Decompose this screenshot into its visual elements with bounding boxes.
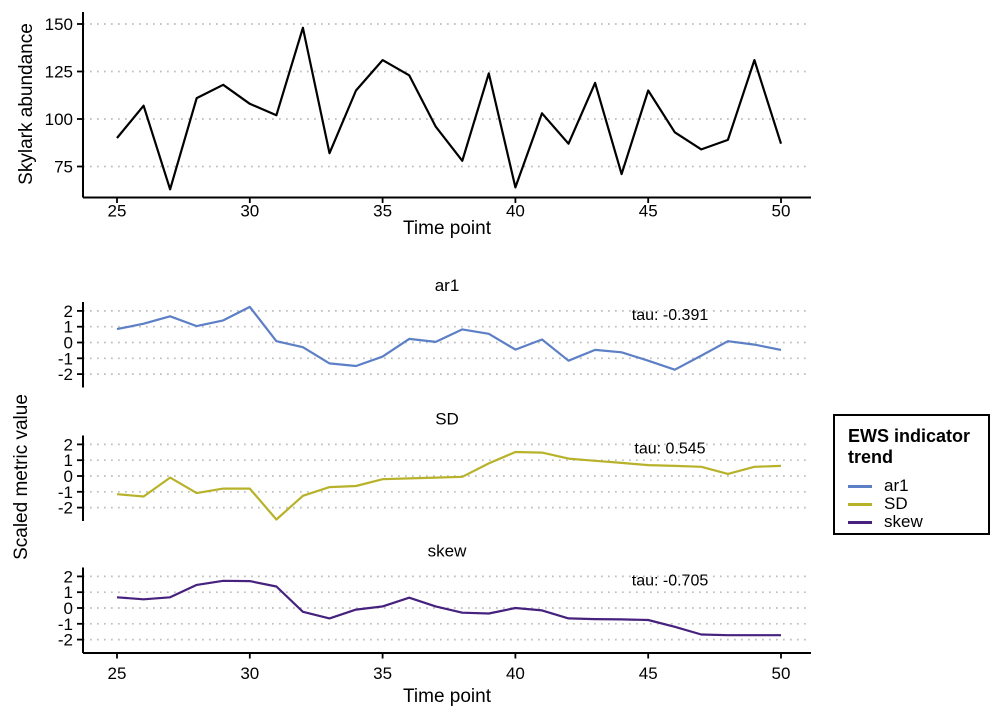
ar1-line — [116, 305, 782, 371]
SD-facet-title: SD — [435, 410, 459, 429]
legend-item-SD: SD — [848, 495, 988, 513]
legend-items: ar1 SD skew — [848, 477, 988, 531]
legend-swatch-ar1 — [848, 484, 872, 488]
legend-item-ar1: ar1 — [848, 477, 988, 495]
y-tick-label: -2 — [58, 365, 73, 384]
y-tick-label: -2 — [58, 631, 73, 650]
legend-label: skew — [884, 512, 923, 531]
y-tick-label: -1 — [58, 615, 73, 634]
y-tick-label: 0 — [64, 467, 73, 486]
y-tick-label: 1 — [64, 318, 73, 337]
x-tick-label: 35 — [373, 202, 392, 221]
y-tick-label: -2 — [58, 499, 73, 518]
skew-line — [116, 579, 781, 637]
abundance-panel: 75 100 125 150 25 30 35 40 45 50 — [45, 12, 811, 221]
x-tick-label: 50 — [772, 664, 791, 683]
ar1-gridlines — [83, 310, 811, 375]
ar1-facet-title: ar1 — [435, 276, 460, 295]
y-tick-label: 125 — [45, 63, 73, 82]
x-tick-label: 30 — [240, 664, 259, 683]
x-tick-label: 45 — [639, 202, 658, 221]
ar1-tau-annotation: tau: -0.391 — [632, 307, 709, 324]
legend: EWS indicator trend ar1 SD skew — [833, 414, 990, 535]
y-tick-label: 0 — [64, 599, 73, 618]
y-tick-label: 0 — [64, 334, 73, 353]
y-tick-label: 2 — [64, 435, 73, 454]
x-tick-label: 40 — [506, 202, 525, 221]
bottom-x-axis-title: Time point — [403, 686, 491, 707]
x-tick-label: 45 — [639, 664, 658, 683]
legend-title: EWS indicator trend — [848, 426, 988, 468]
y-tick-label: 75 — [54, 158, 73, 177]
legend-title-line2: trend — [848, 447, 893, 467]
top-x-axis-title: Time point — [403, 218, 491, 239]
x-tick-label: 35 — [373, 664, 392, 683]
y-tick-label: 1 — [64, 583, 73, 602]
x-tick-label: 25 — [108, 202, 127, 221]
skew-facet-title: skew — [428, 542, 467, 561]
x-tick-label: 30 — [240, 202, 259, 221]
y-tick-label: -1 — [58, 483, 73, 502]
x-tick-label: 40 — [506, 664, 525, 683]
abundance-gridlines — [83, 23, 811, 168]
skew-tau-annotation: tau: -0.705 — [632, 573, 709, 590]
scaled-metric-y-axis-title: Scaled metric value — [11, 394, 32, 560]
legend-swatch-SD — [848, 502, 872, 506]
legend-swatch-skew — [848, 520, 872, 524]
y-tick-label: 150 — [45, 15, 73, 34]
x-tick-label: 25 — [108, 664, 127, 683]
legend-label: SD — [884, 494, 908, 513]
abundance-line — [116, 26, 783, 191]
abundance-y-axis-title: Skylark abundance — [16, 23, 37, 185]
y-tick-label: 1 — [64, 451, 73, 470]
y-tick-label: 100 — [45, 110, 73, 129]
SD-tau-annotation: tau: 0.545 — [634, 441, 705, 458]
y-tick-label: -1 — [58, 349, 73, 368]
SD-gridlines — [83, 443, 811, 509]
SD-line — [116, 450, 782, 521]
legend-item-skew: skew — [848, 513, 988, 531]
y-tick-label: 2 — [64, 567, 73, 586]
legend-label: ar1 — [884, 476, 909, 495]
x-tick-label: 50 — [772, 202, 791, 221]
y-tick-label: 2 — [64, 302, 73, 321]
legend-title-line1: EWS indicator — [848, 426, 971, 446]
